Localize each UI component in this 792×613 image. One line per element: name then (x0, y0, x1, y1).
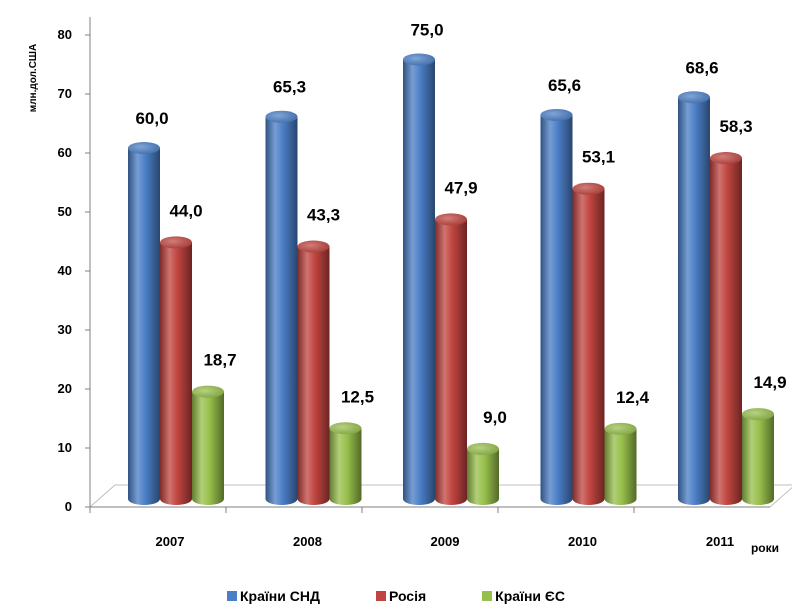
bar-top (540, 108, 573, 121)
bar-body (128, 148, 160, 505)
y-tick-label: 20 (58, 381, 72, 396)
legend: Країни СНД Росія Країни ЄС (0, 588, 792, 604)
x-tick-label: 2009 (431, 534, 460, 549)
data-label: 60,0 (135, 109, 168, 128)
legend-item-russia: Росія (375, 588, 427, 604)
bar-2011-1 (710, 152, 742, 505)
data-label: 75,0 (410, 21, 443, 40)
bar-body (742, 414, 774, 505)
bar-2009-2 (467, 442, 499, 505)
bar-2009-0 (403, 53, 435, 505)
bar-top (160, 236, 192, 249)
legend-swatch-cis (226, 591, 237, 601)
bar-body (572, 188, 605, 506)
data-label: 53,1 (582, 148, 615, 167)
legend-label-russia: Росія (388, 588, 427, 604)
legend-swatch-russia (375, 591, 386, 601)
legend-label-cis: Країни СНД (239, 588, 320, 604)
bars (128, 53, 774, 506)
y-tick-label: 60 (58, 145, 72, 160)
bar-2007-1 (160, 236, 192, 505)
bar-body (265, 116, 298, 506)
y-axis (89, 17, 770, 508)
data-label: 44,0 (169, 201, 202, 220)
bar-2010-2 (604, 422, 637, 506)
data-label: 47,9 (444, 178, 477, 197)
data-label: 12,5 (341, 387, 374, 406)
bar-body (403, 59, 435, 505)
bar-2007-0 (128, 142, 160, 505)
x-axis-label: роки (751, 541, 779, 555)
bar-top (297, 240, 330, 253)
bar-2008-2 (329, 422, 362, 506)
data-label: 14,9 (753, 373, 786, 392)
bar-top (329, 422, 362, 435)
bar-top (435, 213, 467, 226)
bar-2008-0 (265, 110, 298, 506)
bar-top (403, 53, 435, 66)
data-label: 18,7 (203, 351, 236, 370)
bar-body (467, 448, 499, 505)
y-tick-label: 30 (58, 322, 72, 337)
bar-top (572, 182, 605, 195)
bar-body (297, 246, 330, 506)
y-tick-label: 50 (58, 204, 72, 219)
bar-top (467, 442, 499, 455)
bar-top (192, 385, 224, 398)
x-ticks: 2007 2008 2009 2010 2011 (89, 507, 734, 549)
bar-body (710, 158, 742, 505)
y-ticks: 0 10 20 30 40 50 60 70 80 (58, 27, 90, 514)
legend-item-eu: Країни ЄС (482, 588, 565, 604)
y-tick-label: 80 (58, 27, 72, 42)
bar-top (265, 110, 298, 123)
data-label: 68,6 (685, 58, 718, 77)
bar-body (540, 114, 573, 506)
bar-2010-1 (572, 182, 605, 506)
x-tick-label: 2007 (156, 534, 185, 549)
x-tick-label: 2011 (706, 534, 734, 549)
bar-top (678, 91, 710, 104)
data-label: 9,0 (483, 408, 507, 427)
bar-top (710, 152, 742, 165)
bar-body (192, 391, 224, 505)
y-tick-label: 40 (58, 263, 72, 278)
bar-body (160, 242, 192, 505)
bar-top (604, 422, 637, 435)
bar-2007-2 (192, 385, 224, 505)
legend-swatch-eu (482, 591, 493, 601)
bar-2011-0 (678, 91, 710, 505)
x-tick-label: 2010 (568, 534, 597, 549)
bar-2011-2 (742, 408, 774, 505)
bar-top (128, 142, 160, 154)
y-tick-label: 70 (58, 86, 72, 101)
bar-body (435, 219, 467, 505)
y-tick-label: 0 (65, 499, 72, 514)
data-label: 65,6 (548, 76, 581, 95)
bar-body (678, 97, 710, 505)
x-tick-label: 2008 (293, 534, 322, 549)
data-label: 65,3 (273, 78, 306, 97)
bar-2008-1 (297, 240, 330, 506)
legend-item-cis: Країни СНД (226, 588, 320, 604)
y-axis-label: млн.дол.США (28, 44, 39, 112)
data-label: 43,3 (307, 206, 340, 225)
bar-body (329, 428, 362, 506)
bar-2010-0 (540, 108, 573, 506)
legend-label-eu: Країни ЄС (495, 588, 565, 604)
bar-top (742, 408, 774, 421)
data-label: 12,4 (616, 388, 650, 407)
data-labels: 60,0 44,0 18,7 65,3 43,3 12,5 75,0 47,9 9,0 65,6 5… (135, 21, 786, 427)
bar-2009-1 (435, 213, 467, 505)
y-tick-label: 10 (58, 440, 72, 455)
data-label: 58,3 (719, 117, 752, 136)
bar-body (604, 428, 637, 506)
